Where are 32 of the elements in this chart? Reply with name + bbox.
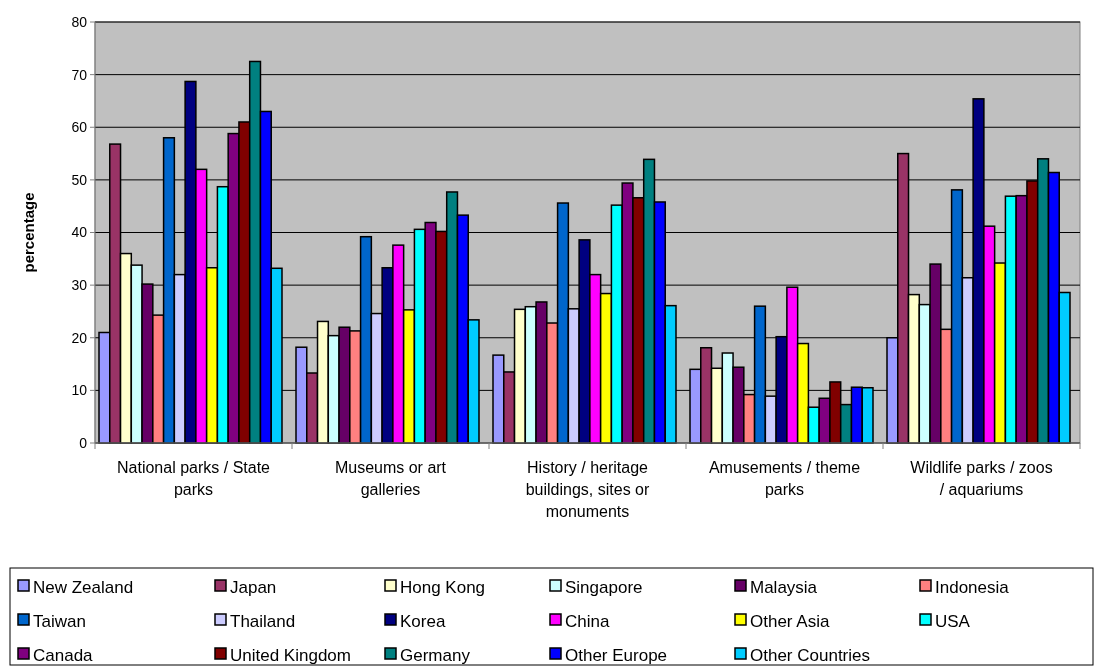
- y-tick-label: 80: [71, 13, 88, 30]
- legend-label: Other Europe: [565, 645, 668, 665]
- y-tick-label: 60: [71, 119, 88, 136]
- y-tick-label: 70: [71, 66, 88, 83]
- y-tick-label: 40: [71, 224, 88, 241]
- legend-label: Other Asia: [750, 611, 830, 631]
- legend-label: Canada: [33, 645, 94, 665]
- legend-label: Japan: [230, 577, 277, 597]
- legend-label: Germany: [400, 645, 471, 665]
- y-tick-label: 50: [71, 171, 88, 188]
- legend-label: USA: [935, 611, 971, 631]
- x-tick-label: Wildlife parks / zoos / aquariums: [910, 459, 1053, 498]
- y-tick-label: 0: [79, 434, 88, 451]
- y-tick-label: 30: [71, 277, 88, 294]
- legend-label: Malaysia: [750, 577, 818, 597]
- legend-label: Korea: [400, 611, 446, 631]
- x-tick-label: Amusements / theme parks: [708, 459, 861, 498]
- legend-label: New Zealand: [33, 577, 134, 597]
- y-tick-label: 20: [71, 329, 88, 346]
- y-axis-title: percentage: [20, 192, 37, 273]
- x-tick-label: History / heritage buildings, sites or monuments: [525, 459, 650, 520]
- legend-label: Thailand: [230, 611, 296, 631]
- legend-label: United Kingdom: [230, 645, 351, 665]
- legend-label: Hong Kong: [400, 577, 486, 597]
- legend-label: Indonesia: [935, 577, 1010, 597]
- y-tick-label: 10: [71, 382, 88, 399]
- x-tick-label: Museums or art galleries: [334, 459, 447, 498]
- legend-label: Taiwan: [33, 611, 86, 631]
- legend-label: Singapore: [565, 577, 643, 597]
- legend-label: Other Countries: [750, 645, 870, 665]
- legend-label: China: [565, 611, 610, 631]
- x-tick-label: National parks / State parks: [117, 459, 271, 498]
